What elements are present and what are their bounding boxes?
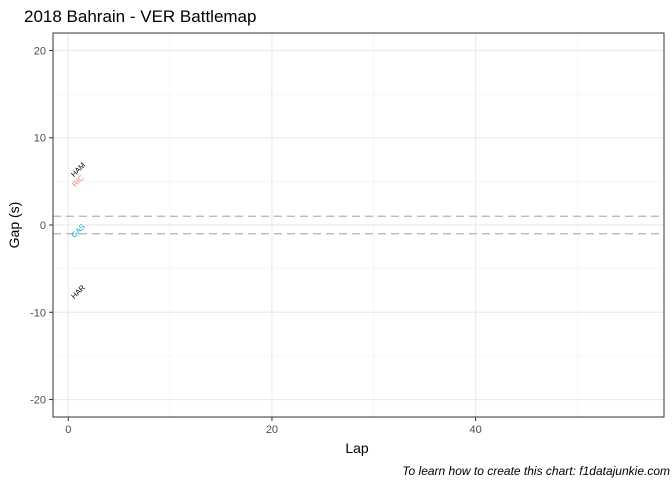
chart-caption: To learn how to create this chart: f1dat… [402, 464, 670, 478]
grid [53, 33, 664, 417]
y-tick-label: 20 [34, 45, 46, 57]
y-tick-label: 0 [40, 220, 46, 232]
y-axis-title: Gap (s) [6, 202, 22, 249]
x-tick-label: 40 [469, 424, 481, 436]
chart-title: 2018 Bahrain - VER Battlemap [24, 7, 256, 26]
x-axis-title: Lap [345, 440, 369, 456]
y-tick-label: 10 [34, 133, 46, 145]
reference-lines [53, 215, 664, 235]
y-tick-label: -20 [30, 395, 46, 407]
x-axis: 0 20 40 [65, 417, 482, 436]
x-tick-label: 20 [266, 424, 278, 436]
driver-label-har: HAR [69, 283, 87, 301]
y-axis: -20 -10 0 10 20 [30, 45, 53, 407]
y-tick-label: -10 [30, 307, 46, 319]
x-tick-label: 0 [65, 424, 71, 436]
